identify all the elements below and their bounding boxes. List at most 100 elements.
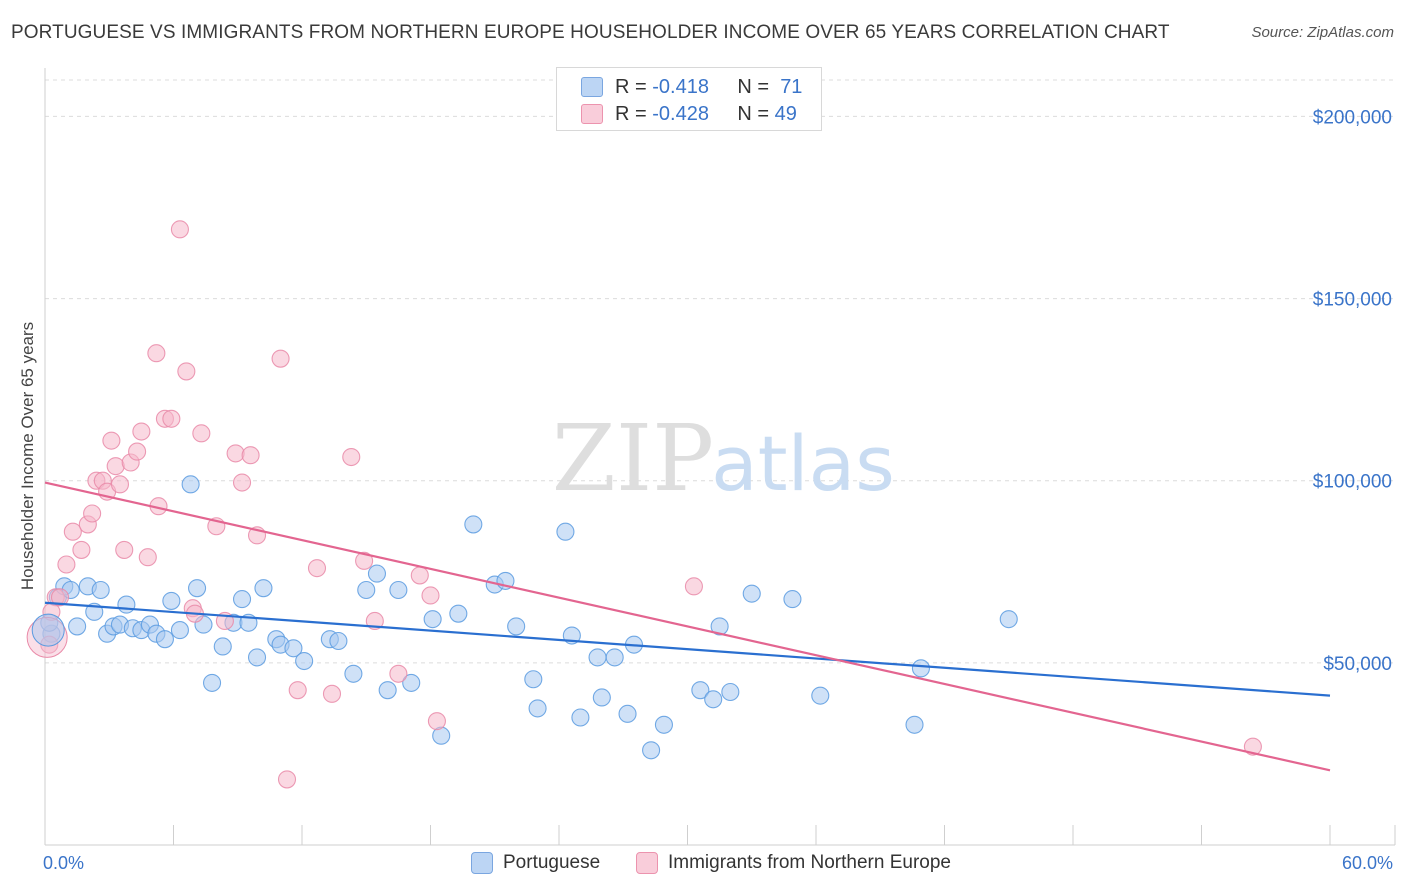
series-label-portuguese: Portuguese xyxy=(503,852,601,873)
data-points xyxy=(26,220,1262,789)
northern-europe-point xyxy=(271,349,290,368)
portuguese-point xyxy=(592,688,611,707)
portuguese-point xyxy=(295,651,314,671)
legend-swatch-portuguese xyxy=(581,77,603,97)
legend-n-label: N = xyxy=(737,102,770,125)
northern-europe-point xyxy=(138,548,157,567)
portuguese-point xyxy=(528,699,547,718)
northern-europe-point xyxy=(83,504,102,523)
northern-europe-point xyxy=(192,424,211,443)
northern-europe-point xyxy=(132,422,151,441)
series-swatch-portuguese xyxy=(471,852,493,874)
legend-r-label: R = xyxy=(615,75,647,98)
northern-europe-point xyxy=(106,457,125,476)
portuguese-point xyxy=(524,670,543,689)
northern-europe-point xyxy=(72,540,91,559)
portuguese-point xyxy=(68,617,87,636)
northern-europe-point xyxy=(232,473,252,492)
portuguese-point xyxy=(247,648,267,667)
portuguese-point xyxy=(367,564,387,583)
portuguese-point xyxy=(783,590,802,609)
northern-europe-point xyxy=(421,586,440,605)
northern-europe-point xyxy=(102,431,121,450)
portuguese-point xyxy=(181,475,200,494)
northern-europe-trend-line xyxy=(44,481,1331,772)
legend-n-value: 71 xyxy=(780,75,803,98)
portuguese-point xyxy=(31,613,65,647)
northern-europe-point xyxy=(226,444,245,463)
portuguese-point xyxy=(691,681,710,700)
portuguese-point xyxy=(284,639,303,658)
northern-europe-point xyxy=(241,446,260,465)
legend-row-portuguese: R = -0.418 N = 71 xyxy=(581,74,802,100)
portuguese-point xyxy=(203,673,222,692)
northern-europe-point xyxy=(57,555,76,574)
northern-europe-point xyxy=(110,475,130,494)
portuguese-point xyxy=(710,617,729,636)
portuguese-point xyxy=(654,715,673,734)
portuguese-point xyxy=(704,690,723,709)
portuguese-point xyxy=(117,595,136,614)
portuguese-point xyxy=(507,617,526,636)
legend-row-northern-europe: R = -0.428 N = 49 xyxy=(581,101,797,127)
chart-title: PORTUGUESE VS IMMIGRANTS FROM NORTHERN E… xyxy=(11,22,1170,43)
legend-n-label: N = xyxy=(737,75,770,98)
portuguese-point xyxy=(642,741,661,760)
northern-europe-point xyxy=(322,684,342,703)
series-legend: Portuguese Immigrants from Northern Euro… xyxy=(0,850,1406,878)
portuguese-point xyxy=(464,515,483,534)
series-legend-portuguese: Portuguese xyxy=(471,852,600,874)
northern-europe-point xyxy=(355,551,374,570)
portuguese-point xyxy=(344,664,363,683)
portuguese-point xyxy=(571,708,590,727)
legend-r-label: R = xyxy=(615,102,647,125)
correlation-legend: R = -0.418 N = 71 R = -0.428 N = 49 xyxy=(556,67,822,131)
portuguese-point xyxy=(155,630,174,649)
portuguese-point xyxy=(605,648,624,667)
northern-europe-point xyxy=(389,664,408,683)
x-tick-label-max: 60.0% xyxy=(1341,853,1393,873)
portuguese-point xyxy=(378,681,397,700)
portuguese-point xyxy=(905,715,924,734)
watermark-atlas: atlas xyxy=(711,419,895,508)
y-tick-label: $50,000 xyxy=(1323,654,1392,675)
northern-europe-point xyxy=(684,577,703,596)
trend-lines xyxy=(44,481,1331,772)
northern-europe-point xyxy=(170,220,189,239)
portuguese-point xyxy=(449,604,468,623)
portuguese-point xyxy=(91,580,110,600)
northern-europe-point xyxy=(410,566,429,585)
legend-swatch-northern-europe xyxy=(581,104,603,124)
portuguese-point xyxy=(742,584,761,603)
portuguese-point xyxy=(402,673,421,692)
northern-europe-point xyxy=(1243,737,1262,756)
portuguese-point xyxy=(556,522,575,541)
series-swatch-northern-europe xyxy=(636,852,658,874)
portuguese-point xyxy=(232,590,252,609)
portuguese-point xyxy=(188,579,207,598)
watermark: ZIP atlas xyxy=(552,405,895,512)
portuguese-point xyxy=(721,682,740,702)
northern-europe-point xyxy=(63,522,82,541)
portuguese-point xyxy=(254,579,273,598)
grid-lines xyxy=(45,79,1395,664)
series-label-northern-europe: Immigrants from Northern Europe xyxy=(668,852,951,873)
y-tick-labels: $50,000 $100,000 $150,000 $200,000 xyxy=(1313,107,1392,674)
northern-europe-point xyxy=(277,770,297,789)
portuguese-point xyxy=(999,610,1018,629)
portuguese-point xyxy=(213,637,232,656)
legend-r-value: -0.428 xyxy=(652,102,709,125)
northern-europe-point xyxy=(307,559,327,578)
northern-europe-point xyxy=(147,344,166,363)
northern-europe-point xyxy=(342,447,361,467)
portuguese-point xyxy=(162,591,181,610)
northern-europe-point xyxy=(177,362,196,381)
portuguese-trend-line xyxy=(44,601,1331,697)
y-tick-label: $150,000 xyxy=(1313,290,1392,311)
portuguese-point xyxy=(389,580,408,600)
portuguese-point xyxy=(588,648,607,667)
source-label: Source: ZipAtlas.com xyxy=(1251,24,1394,41)
x-tick-label-min: 0.0% xyxy=(43,853,85,873)
watermark-zip: ZIP xyxy=(552,405,714,512)
